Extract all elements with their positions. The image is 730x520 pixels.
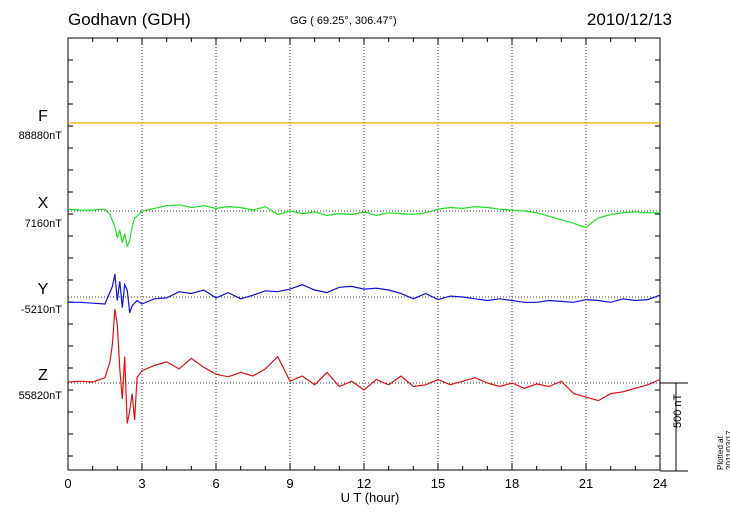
- date-label: 2010/12/13: [586, 10, 672, 29]
- baseline-label-x: 7160nT: [24, 218, 62, 230]
- plotted-timestamp: Plotted at 2011/03/17 05:51 UT: [716, 430, 730, 470]
- x-tick-label: 0: [64, 476, 72, 491]
- baseline-label-z: 55820nT: [18, 390, 62, 402]
- x-tick-label: 6: [212, 476, 220, 491]
- baseline-label-y: -5210nT: [21, 304, 62, 316]
- station-title: Godhavn (GDH): [68, 10, 191, 29]
- x-tick-label: 18: [504, 476, 520, 491]
- scale-bar-label: 500 nT: [672, 393, 684, 428]
- series-label-y: Y: [37, 281, 49, 298]
- x-tick-label: 24: [652, 476, 668, 491]
- x-axis-label: U T (hour): [340, 490, 400, 505]
- baseline-label-f: 88880nT: [18, 130, 62, 142]
- series-line-y: [68, 273, 661, 313]
- series-label-x: X: [37, 195, 49, 212]
- x-tick-label: 12: [356, 476, 372, 491]
- x-tick-label: 9: [286, 476, 294, 491]
- series-line-x: [67, 204, 660, 249]
- series-label-f: F: [38, 108, 48, 125]
- station-coordinates: GG ( 69.25°, 306.47°): [290, 15, 397, 27]
- series-line-z: [67, 309, 661, 424]
- x-tick-label: 21: [578, 476, 594, 491]
- x-tick-label: 15: [430, 476, 446, 491]
- series-label-z: Z: [38, 367, 48, 384]
- x-tick-label: 3: [138, 476, 146, 491]
